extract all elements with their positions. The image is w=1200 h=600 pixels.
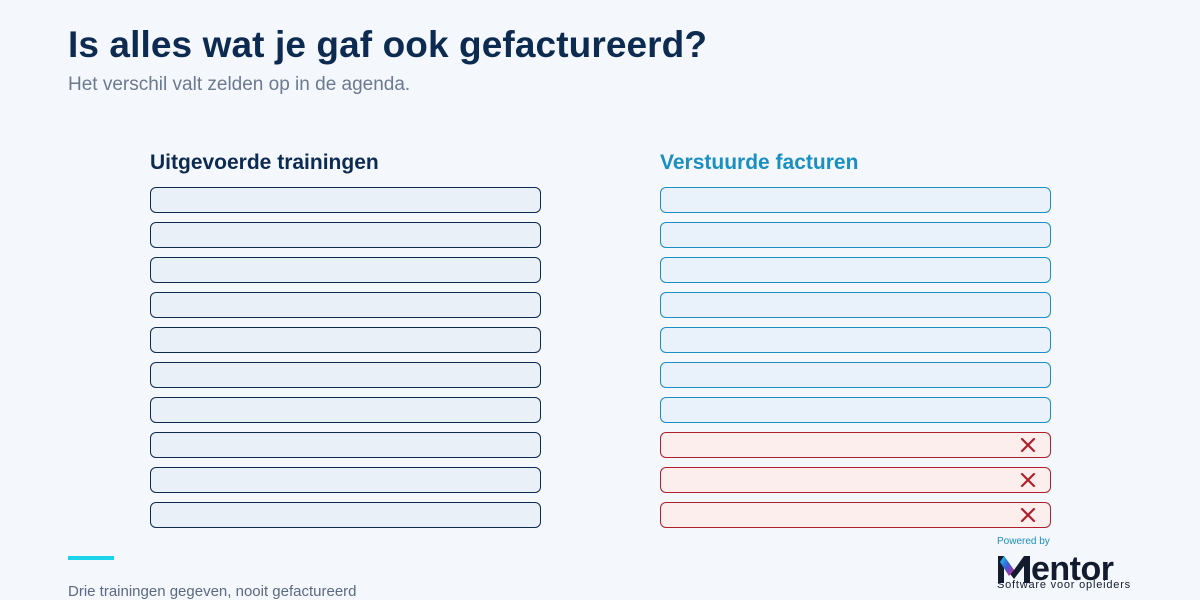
training-row [150,362,541,388]
trainings-heading: Uitgevoerde trainingen [150,151,379,174]
training-row [150,327,541,353]
invoices-heading: Verstuurde facturen [660,151,859,174]
training-row [150,502,541,528]
mentor-logo: Powered by entor Software voor opleiders [996,536,1146,596]
close-x-icon [1020,472,1036,488]
accent-divider [68,556,114,560]
invoices-column: Verstuurde facturen [660,150,1052,528]
invoice-row [660,292,1051,318]
footnote: Drie trainingen gegeven, nooit gefacture… [68,583,357,600]
training-row [150,397,541,423]
training-row [150,292,541,318]
invoice-row [660,362,1051,388]
invoice-row [660,222,1051,248]
training-row [150,222,541,248]
brand-name-text: entor [1031,550,1114,588]
training-row [150,467,541,493]
mentor-m-logo-icon [998,556,1030,583]
page-subtitle: Het verschil valt zelden op in de agenda… [68,74,411,95]
trainings-list [150,187,542,528]
brand-wordmark: entor [996,544,1114,588]
missing-invoice-row [660,467,1051,493]
powered-by-label: Powered by [997,536,1050,547]
missing-invoice-row [660,502,1051,528]
invoice-row [660,327,1051,353]
invoice-row [660,187,1051,213]
close-x-icon [1020,437,1036,453]
invoice-row [660,257,1051,283]
invoices-list [660,187,1052,528]
brand-tagline: Software voor opleiders [997,579,1131,591]
missing-invoice-row [660,432,1051,458]
training-row [150,432,541,458]
invoice-row [660,397,1051,423]
trainings-column: Uitgevoerde trainingen [150,150,542,528]
training-row [150,187,541,213]
page-title: Is alles wat je gaf ook gefactureerd? [68,24,708,65]
close-x-icon [1020,507,1036,523]
training-row [150,257,541,283]
